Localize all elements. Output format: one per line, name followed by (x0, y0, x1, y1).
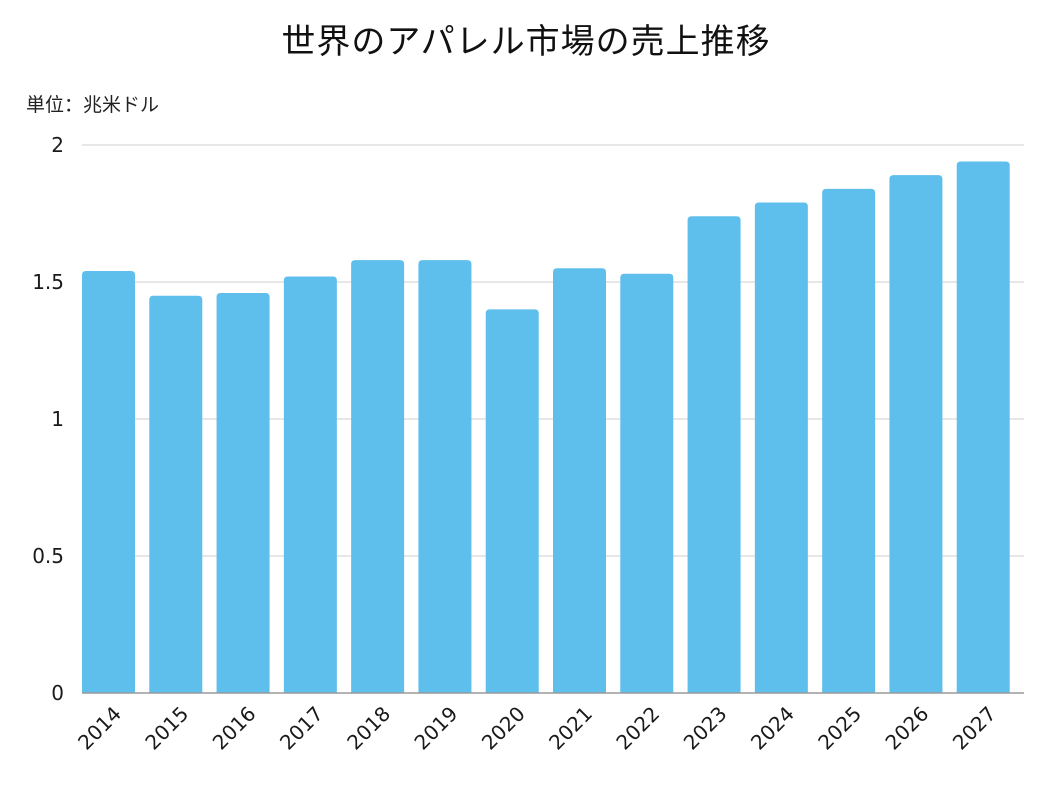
bar-2022 (620, 273, 674, 693)
x-tick-label: 2014 (73, 702, 126, 755)
x-tick-label: 2017 (275, 702, 328, 755)
x-tick-label: 2016 (208, 702, 261, 755)
x-tick-label: 2018 (342, 702, 395, 755)
unit-label: 単位：兆米ドル (26, 94, 160, 116)
bar-2015 (149, 295, 203, 693)
chart-title: 世界のアパレル市場の売上推移 (281, 22, 771, 62)
x-tick-label: 2019 (409, 702, 462, 755)
y-axis-ticks: 0 0.5 1 1.5 2 (32, 133, 64, 705)
bar-2027 (956, 161, 1010, 693)
y-tick-label: 2 (51, 133, 64, 157)
x-tick-label: 2023 (679, 702, 732, 755)
y-tick-label: 1.5 (32, 270, 64, 294)
bar-2016 (216, 292, 270, 693)
bar-2021 (553, 268, 606, 693)
bar-2023 (687, 216, 741, 694)
bar-2018 (351, 260, 405, 693)
x-axis-ticks: 2014 2015 2016 2017 2018 2019 2020 2021 2022 2023… (73, 702, 1001, 755)
y-tick-label: 0.5 (32, 544, 64, 568)
bar-2025 (822, 188, 876, 693)
x-tick-label: 2027 (948, 702, 1001, 755)
bar-2026 (889, 175, 943, 693)
x-tick-label: 2026 (880, 702, 933, 755)
bar-2017 (283, 276, 337, 693)
x-tick-label: 2021 (544, 702, 597, 755)
x-tick-label: 2024 (746, 702, 799, 755)
bar-2019 (418, 260, 472, 693)
x-tick-label: 2025 (813, 702, 866, 755)
bar-2024 (754, 202, 808, 694)
bar-2020 (485, 309, 539, 693)
y-tick-label: 0 (51, 681, 64, 705)
x-tick-label: 2015 (140, 702, 193, 755)
y-tick-label: 1 (51, 407, 64, 431)
x-tick-label: 2020 (477, 702, 530, 755)
x-tick-label: 2022 (611, 702, 664, 755)
bars (82, 161, 1010, 694)
bar-2014 (82, 271, 135, 693)
